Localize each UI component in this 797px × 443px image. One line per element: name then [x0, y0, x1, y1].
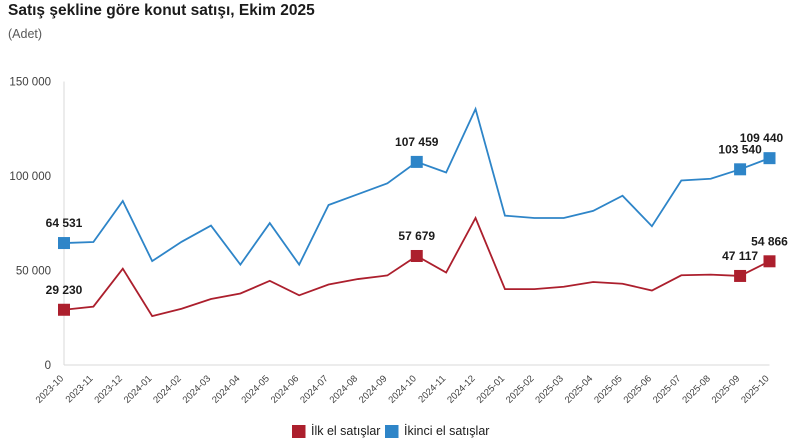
svg-text:2024-06: 2024-06 — [269, 373, 301, 405]
svg-text:0: 0 — [45, 360, 51, 372]
svg-text:2023-10: 2023-10 — [34, 373, 66, 405]
svg-text:2025-01: 2025-01 — [475, 373, 507, 405]
svg-text:2025-10: 2025-10 — [739, 373, 771, 405]
svg-text:47 117: 47 117 — [722, 249, 758, 263]
svg-text:2025-06: 2025-06 — [622, 373, 654, 405]
svg-text:2025-05: 2025-05 — [592, 373, 624, 405]
svg-text:2024-05: 2024-05 — [239, 373, 271, 405]
svg-text:2025-02: 2025-02 — [504, 373, 536, 405]
svg-text:2024-10: 2024-10 — [386, 373, 418, 405]
svg-text:29 230: 29 230 — [46, 283, 83, 297]
svg-text:150 000: 150 000 — [9, 77, 51, 89]
svg-text:İlk el satışlar: İlk el satışlar — [311, 424, 380, 438]
svg-text:109 440: 109 440 — [740, 131, 784, 145]
svg-text:2024-07: 2024-07 — [298, 373, 330, 405]
svg-text:2023-11: 2023-11 — [64, 373, 96, 405]
svg-text:2024-11: 2024-11 — [416, 373, 448, 405]
svg-text:2024-04: 2024-04 — [210, 373, 242, 405]
svg-text:2025-08: 2025-08 — [680, 373, 712, 405]
svg-text:2025-03: 2025-03 — [533, 373, 565, 405]
svg-text:54 866: 54 866 — [751, 234, 788, 248]
svg-text:2024-01: 2024-01 — [122, 373, 154, 405]
svg-text:100 000: 100 000 — [9, 171, 51, 183]
svg-text:2025-04: 2025-04 — [563, 373, 595, 405]
svg-text:64 531: 64 531 — [46, 216, 83, 230]
svg-text:107 459: 107 459 — [395, 135, 439, 149]
svg-text:57 679: 57 679 — [398, 229, 435, 243]
svg-text:2023-12: 2023-12 — [92, 373, 124, 405]
svg-text:2024-12: 2024-12 — [445, 373, 477, 405]
svg-text:2025-07: 2025-07 — [651, 373, 683, 405]
svg-text:2025-09: 2025-09 — [710, 373, 742, 405]
svg-text:2024-08: 2024-08 — [328, 373, 360, 405]
svg-text:2024-09: 2024-09 — [357, 373, 389, 405]
svg-text:İkinci el satışlar: İkinci el satışlar — [404, 424, 489, 438]
svg-text:2024-02: 2024-02 — [151, 373, 183, 405]
svg-text:50 000: 50 000 — [16, 266, 51, 278]
svg-text:2024-03: 2024-03 — [181, 373, 213, 405]
